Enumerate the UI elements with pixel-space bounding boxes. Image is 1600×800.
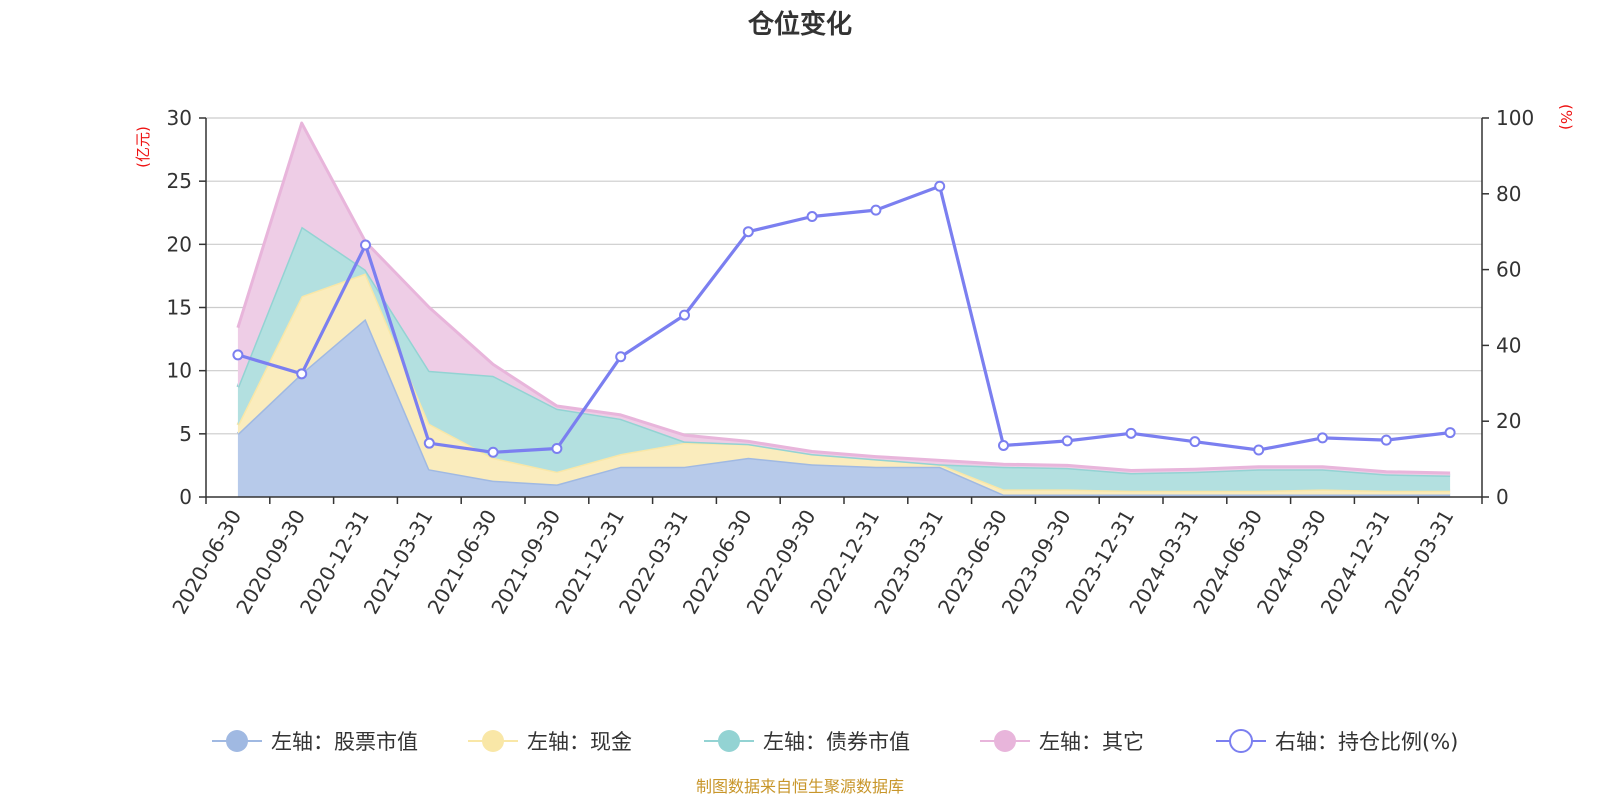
- left-tick-label: 5: [179, 422, 192, 446]
- right-axis-unit: (%): [1557, 104, 1575, 130]
- ratio-point: [870, 204, 882, 216]
- source-note: 制图数据来自恒生聚源数据库: [696, 777, 904, 796]
- legend-label: 左轴：债券市值: [763, 730, 910, 754]
- ratio-point: [1189, 436, 1201, 448]
- legend-label: 右轴：持仓比例(%): [1275, 730, 1458, 754]
- right-tick-label: 40: [1496, 333, 1521, 357]
- area-series-2: [237, 226, 1451, 491]
- ratio-point: [360, 239, 371, 251]
- chart-title: 仓位变化: [747, 9, 852, 40]
- legend-marker: [994, 730, 1016, 752]
- ratio-point: [934, 180, 946, 192]
- ratio-point: [1317, 432, 1328, 444]
- legend-label: 左轴：现金: [527, 730, 632, 754]
- ratio-point: [1444, 427, 1456, 439]
- legend-marker: [718, 730, 740, 752]
- ratio-point: [551, 442, 563, 454]
- legend-marker: [1229, 729, 1253, 753]
- legend-label: 左轴：其它: [1039, 730, 1144, 754]
- left-axis-unit: (亿元): [134, 126, 152, 168]
- ratio-point: [296, 368, 308, 380]
- right-tick-label: 100: [1496, 106, 1534, 130]
- stacked-areas: [236, 121, 1451, 497]
- area-series-0: [237, 318, 1451, 497]
- ratio-point: [1380, 434, 1392, 446]
- ratio-point: [806, 211, 818, 223]
- left-tick-label: 30: [167, 106, 192, 130]
- right-tick-label: 20: [1496, 409, 1521, 433]
- ratio-point: [423, 437, 435, 449]
- legend-marker: [482, 730, 504, 752]
- ratio-point: [679, 309, 690, 321]
- left-tick-label: 10: [167, 359, 192, 383]
- ratio-line-path: [237, 184, 1451, 454]
- holding-ratio-line: [232, 180, 1456, 458]
- left-tick-label: 20: [167, 232, 192, 256]
- ratio-point: [1061, 435, 1073, 447]
- ratio-point: [998, 439, 1009, 451]
- ratio-point: [742, 226, 754, 238]
- area-series-1: [237, 273, 1451, 495]
- right-tick-label: 0: [1496, 485, 1509, 509]
- right-tick-label: 60: [1496, 258, 1521, 282]
- ratio-point: [487, 446, 499, 458]
- ratio-point: [1125, 427, 1137, 439]
- legend: 左轴：股票市值 左轴：现金 左轴：债券市值 左轴：其它 右轴：持仓比例(%): [212, 729, 1458, 754]
- ratio-point: [615, 351, 627, 363]
- legend-marker: [226, 730, 248, 752]
- ratio-point: [1253, 444, 1265, 456]
- legend-label: 左轴：股票市值: [271, 730, 418, 754]
- left-tick-label: 0: [179, 485, 192, 509]
- ratio-point: [232, 349, 244, 361]
- left-tick-label: 25: [167, 169, 192, 193]
- right-tick-label: 80: [1496, 182, 1521, 206]
- left-tick-label: 15: [167, 296, 192, 320]
- area-edge-3: [236, 121, 1451, 475]
